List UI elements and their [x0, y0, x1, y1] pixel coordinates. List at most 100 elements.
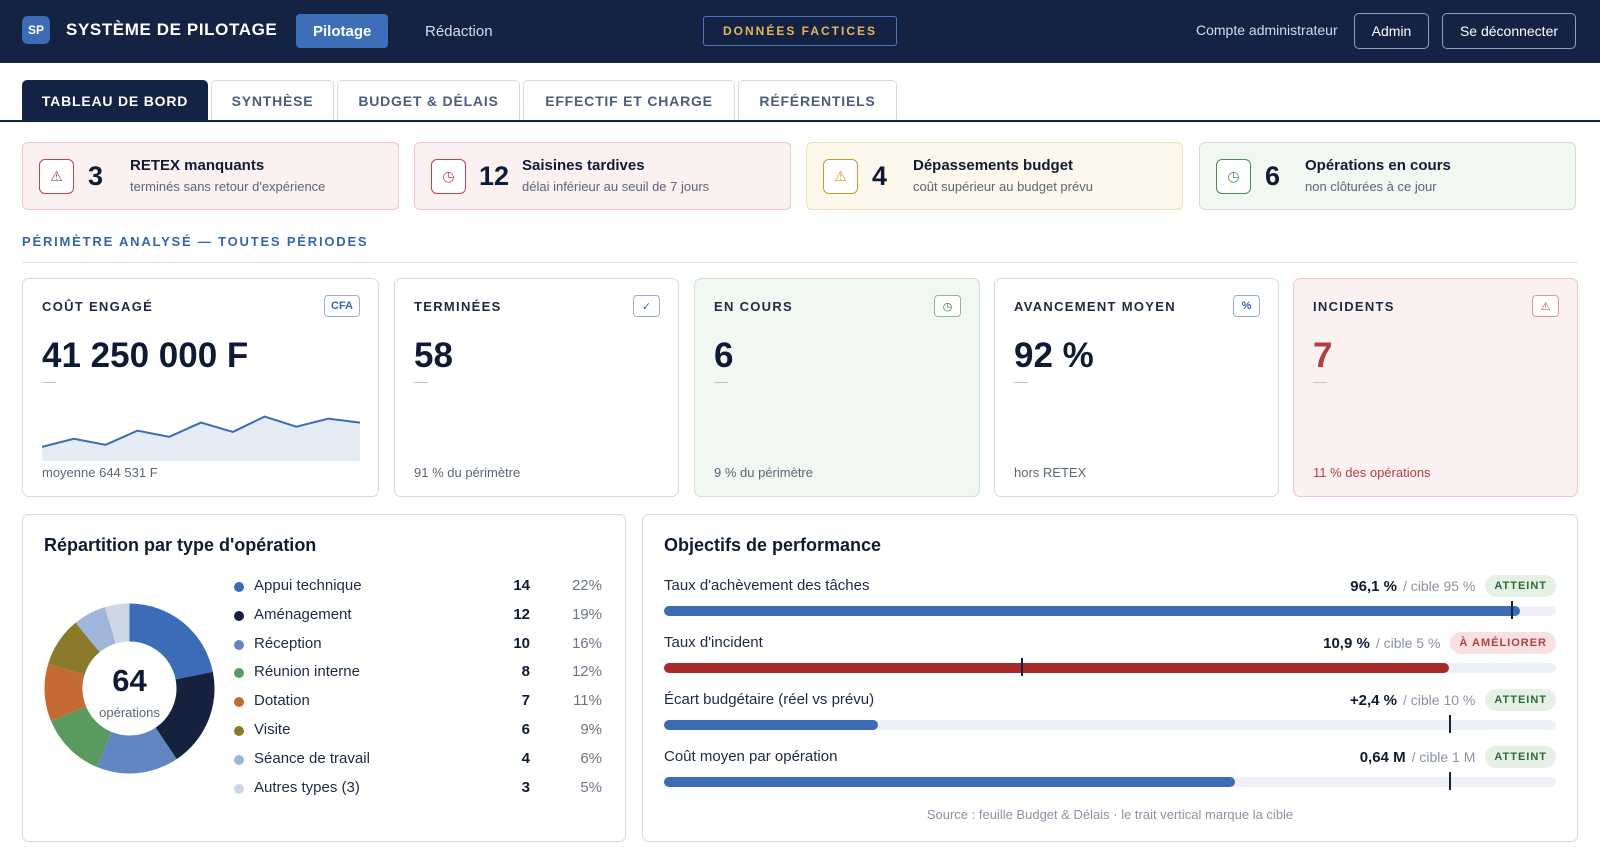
clock-icon: ◷: [1216, 159, 1251, 194]
status-badge: ATTEINT: [1485, 689, 1556, 711]
objective-result: 10,9 % / cible 5 % À AMÉLIORER: [1323, 632, 1556, 654]
objective-value: 0,64 M: [1359, 748, 1406, 766]
objective-row: Taux d'incident 10,9 % / cible 5 % À AMÉLIO…: [664, 632, 1556, 684]
legend-count: 6: [521, 720, 530, 738]
kpi-en-cours: EN COURS ◷ 6 9 % du périmètre: [694, 278, 980, 497]
alert-title: Dépassements budget: [913, 157, 1074, 174]
demo-data-badge: DONNÉES FACTICES: [703, 16, 897, 46]
objective-value: 96,1 %: [1350, 577, 1397, 595]
legend-name: Appui technique: [254, 577, 362, 594]
legend-name: Réunion interne: [254, 663, 360, 681]
legend-name: Séance de travail: [254, 749, 370, 767]
legend-pct: 9%: [580, 720, 602, 738]
status-badge: ATTEINT: [1485, 575, 1556, 597]
alert-retex[interactable]: ⚠ 3 RETEX manquants terminés sans retour…: [22, 142, 399, 210]
objective-name: Écart budgétaire (réel vs prévu): [664, 691, 875, 708]
legend-count: 10: [513, 634, 530, 652]
kpi-dash: [714, 382, 728, 383]
alert-subtitle: coût supérieur au budget prévu: [913, 179, 1093, 194]
legend-item: Autres types (3) 3 5%: [234, 777, 602, 806]
tab-referentiels[interactable]: RÉFÉRENTIELS: [738, 80, 897, 121]
status-badge: À AMÉLIORER: [1450, 632, 1556, 654]
kpi-value: 7: [1313, 336, 1333, 375]
objective-row: Taux d'achèvement des tâches 96,1 % / cibl…: [664, 575, 1556, 627]
kpi-footer: 91 % du périmètre: [414, 465, 521, 480]
objective-name: Taux d'incident: [664, 634, 763, 651]
kpi-value: 58: [414, 336, 453, 375]
distribution-panel: Répartition par type d'opération 64 opér…: [22, 514, 626, 842]
alert-en-cours[interactable]: ◷ 6 Opérations en cours non clôturées à …: [1199, 142, 1576, 210]
clock-icon: ◷: [934, 295, 961, 317]
donut-slice-5: [48, 622, 100, 675]
tab-tableau-de-bord[interactable]: TABLEAU DE BORD: [22, 80, 208, 121]
kpi-label: TERMINÉES: [414, 299, 502, 314]
tab-synthese[interactable]: SYNTHÈSE: [211, 80, 334, 121]
legend-name: Réception: [254, 634, 322, 652]
alert-budget[interactable]: ⚠ 4 Dépassements budget coût supérieur a…: [806, 142, 1183, 210]
account-label: Compte administrateur: [1196, 22, 1338, 38]
donut-chart: [44, 603, 215, 774]
legend-item: Séance de travail 4 6%: [234, 748, 602, 777]
legend-dot: [234, 697, 244, 708]
alert-count: 6: [1265, 161, 1281, 191]
panel-title: Objectifs de performance: [664, 535, 882, 555]
warning-icon: ⚠: [1532, 295, 1559, 317]
distribution-legend: Appui technique 14 22% Aménagement 12 19% Réce…: [234, 575, 602, 805]
alert-title: RETEX manquants: [130, 157, 265, 174]
nav-redaction[interactable]: Rédaction: [425, 22, 493, 40]
cost-sparkline: [42, 415, 360, 461]
nav-pilotage[interactable]: Pilotage: [296, 14, 389, 48]
objective-value: +2,4 %: [1349, 691, 1397, 709]
kpi-label: INCIDENTS: [1313, 299, 1395, 314]
alert-subtitle: non clôturées à ce jour: [1305, 179, 1437, 194]
admin-button[interactable]: Admin: [1354, 13, 1429, 49]
target-marker: [1020, 658, 1023, 676]
donut-slice-0: [129, 603, 213, 680]
legend-pct: 12%: [571, 663, 602, 681]
objective-row: Écart budgétaire (réel vs prévu) +2,4 % / …: [664, 689, 1556, 741]
legend-dot: [234, 725, 244, 736]
tab-bar: TABLEAU DE BORD SYNTHÈSE BUDGET & DÉLAIS…: [22, 80, 900, 121]
objective-row: Coût moyen par opération 0,64 M / cible 1 …: [664, 746, 1556, 798]
clock-icon: ◷: [431, 159, 466, 194]
panel-title: Répartition par type d'opération: [44, 535, 317, 555]
progress-fill: [664, 720, 879, 730]
kpi-footer: hors RETEX: [1014, 465, 1087, 480]
donut-slice-6: [75, 607, 116, 653]
check-icon: ✓: [633, 295, 660, 317]
legend-pct: 16%: [571, 634, 602, 652]
target-marker: [1448, 772, 1451, 790]
tab-effectif-charge[interactable]: EFFECTIF ET CHARGE: [523, 80, 735, 121]
legend-count: 7: [521, 692, 530, 710]
alert-title: Opérations en cours: [1305, 157, 1451, 174]
objective-target: / cible 10 %: [1403, 692, 1476, 708]
kpi-footer: 11 % des opérations: [1313, 465, 1431, 480]
alert-subtitle: délai inférieur au seuil de 7 jours: [522, 179, 710, 194]
kpi-dash: [1313, 382, 1327, 383]
alert-saisines[interactable]: ◷ 12 Saisines tardives délai inférieur a…: [414, 142, 791, 210]
kpi-label: EN COURS: [714, 299, 794, 314]
kpi-value: 92 %: [1014, 336, 1094, 375]
kpi-dash: [414, 382, 428, 383]
legend-pct: 5%: [580, 778, 602, 796]
kpi-avancement: AVANCEMENT MOYEN % 92 % hors RETEX: [994, 278, 1279, 497]
objective-name: Taux d'achèvement des tâches: [664, 577, 870, 594]
kpi-footer: 9 % du périmètre: [714, 465, 813, 480]
objective-result: 0,64 M / cible 1 M ATTEINT: [1360, 746, 1556, 768]
alert-count: 4: [872, 161, 888, 191]
legend-name: Aménagement: [254, 605, 352, 623]
legend-item: Appui technique 14 22%: [234, 575, 602, 604]
kpi-value: 6: [714, 336, 734, 375]
tab-budget-delais[interactable]: BUDGET & DÉLAIS: [337, 80, 520, 121]
donut-slice-3: [50, 706, 112, 768]
logout-button[interactable]: Se déconnecter: [1442, 13, 1576, 49]
alert-subtitle: terminés sans retour d'expérience: [130, 179, 326, 194]
progress-track: [664, 715, 1556, 733]
tab-underline: [0, 120, 1600, 122]
legend-dot: [234, 639, 244, 650]
kpi-label: AVANCEMENT MOYEN: [1014, 299, 1176, 314]
legend-count: 14: [513, 577, 530, 594]
legend-dot: [234, 610, 244, 621]
kpi-cout-engage: COÛT ENGAGÉ CFA 41 250 000 F moyenne 644…: [22, 278, 379, 497]
objective-result: +2,4 % / cible 10 % ATTEINT: [1350, 689, 1556, 711]
